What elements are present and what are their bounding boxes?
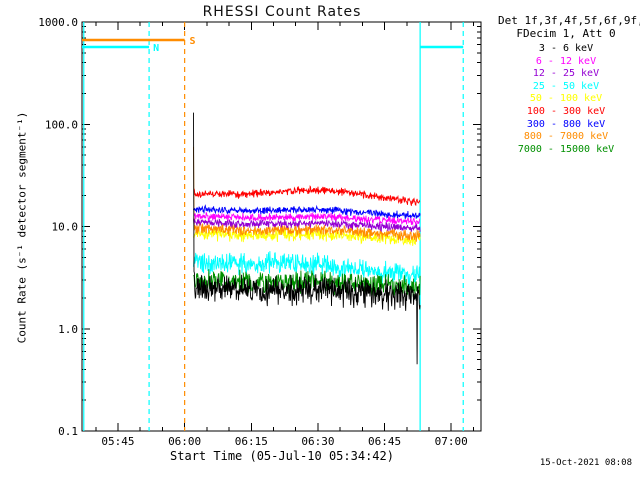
legend-entry: 800 - 7000 keV <box>523 131 609 143</box>
legend-detectors-line: Det 1f,3f,4f,5f,6f,9f, <box>498 14 640 27</box>
legend-entry: 25 - 50 keV <box>532 80 600 92</box>
night-flag-label: N <box>153 43 159 54</box>
y-tick-label: 0.1 <box>58 425 78 438</box>
legend-entry: 300 - 800 keV <box>526 118 606 130</box>
trace-6-12-kev <box>193 212 421 226</box>
trace-25-50-kev <box>193 251 421 287</box>
y-tick-label: 10.0 <box>52 221 79 234</box>
trace-3-6-kev <box>193 112 421 365</box>
trace-100-300-kev <box>193 185 421 207</box>
legend-entry: 6 - 12 keV <box>535 55 597 67</box>
chart-title: RHESSI Count Rates <box>202 4 362 20</box>
trace-800-7000-kev <box>193 146 421 242</box>
trace-12-25-kev <box>193 218 421 233</box>
x-tick-label: 06:30 <box>301 435 334 448</box>
x-axis-label: Start Time (05-Jul-10 05:34:42) <box>170 449 394 463</box>
saa-flag-label: S <box>190 36 196 47</box>
x-tick-label: 06:15 <box>235 435 268 448</box>
y-tick-label: 1.0 <box>58 323 78 336</box>
y-tick-label: 1000.0 <box>38 16 78 29</box>
x-tick-label: 05:45 <box>101 435 134 448</box>
legend-entry: 12 - 25 keV <box>532 68 600 80</box>
y-tick-label: 100.0 <box>45 118 78 131</box>
legend: Det 1f,3f,4f,5f,6f,9f, FDecim 1, Att 0 3… <box>498 14 640 156</box>
legend-entries: 3 - 6 keV 6 - 12 keV 12 - 25 keV 25 - 50 ke… <box>498 43 634 156</box>
x-tick-label: 06:00 <box>168 435 201 448</box>
legend-entry: 50 - 100 keV <box>529 93 603 105</box>
legend-entry: 7000 - 15000 keV <box>517 143 615 155</box>
x-tick-label: 07:00 <box>435 435 468 448</box>
legend-decim-att-line: FDecim 1, Att 0 <box>516 27 616 40</box>
legend-entry: 3 - 6 keV <box>538 43 594 54</box>
trace-300-800-kev <box>193 204 421 219</box>
x-tick-label: 06:45 <box>368 435 401 448</box>
plot-timestamp: 15-Oct-2021 08:08 <box>539 458 632 468</box>
y-axis-label: Count Rate (s⁻¹ detector segment⁻¹) <box>15 111 29 344</box>
legend-entry: 100 - 300 keV <box>526 105 606 117</box>
